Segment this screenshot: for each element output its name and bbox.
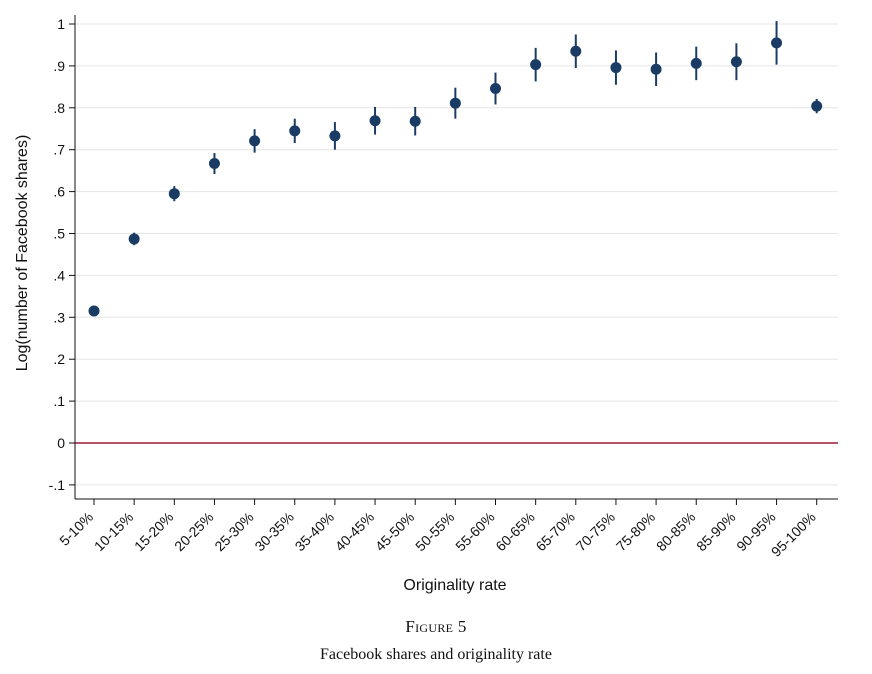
y-tick-label: .2 <box>53 351 65 367</box>
x-tick-label: 15-20% <box>131 509 176 554</box>
data-point <box>128 233 140 245</box>
data-point <box>490 83 501 95</box>
x-tick-label: 20-25% <box>171 509 216 554</box>
x-tick-label: 80-85% <box>653 509 698 554</box>
y-tick-label: .5 <box>53 226 65 242</box>
data-point <box>289 125 301 137</box>
x-tick-label: 50-55% <box>412 509 457 554</box>
data-point <box>610 62 622 74</box>
figure-label: Figure 5 <box>405 617 467 636</box>
data-point <box>771 37 783 49</box>
data-point <box>811 100 823 112</box>
y-tick-label: .1 <box>53 393 65 409</box>
data-point <box>690 57 702 69</box>
x-tick-label: 65-70% <box>532 509 577 554</box>
axes <box>69 15 838 505</box>
x-tick-label: 95-100% <box>768 509 819 560</box>
y-tick-label: .4 <box>53 267 65 283</box>
x-tick-label: 55-60% <box>452 509 497 554</box>
x-tick-label: 10-15% <box>91 509 136 554</box>
x-tick-label: 40-45% <box>332 509 377 554</box>
x-tick-label: 45-50% <box>372 509 417 554</box>
data-point <box>409 115 421 127</box>
data-points <box>88 21 823 317</box>
y-tick-label: -.1 <box>49 477 66 493</box>
gridlines <box>75 23 838 486</box>
data-point <box>650 63 662 75</box>
figure-caption: Facebook shares and originality rate <box>320 646 552 663</box>
x-tick-label: 25-30% <box>211 509 256 554</box>
data-point <box>88 305 100 317</box>
data-point <box>449 97 461 109</box>
y-tick-label: 0 <box>57 435 65 451</box>
chart: -.10.1.2.3.4.5.6.7.8.915-10%10-15%15-20%… <box>14 15 838 594</box>
x-tick-label: 70-75% <box>573 509 618 554</box>
tick-labels: -.10.1.2.3.4.5.6.7.8.915-10%10-15%15-20%… <box>49 16 819 560</box>
y-tick-label: .7 <box>53 142 65 158</box>
data-point <box>530 59 542 71</box>
y-tick-label: .3 <box>53 309 65 325</box>
y-axis-title: Log(number of Facebook shares) <box>14 135 31 372</box>
x-tick-label: 85-90% <box>693 509 738 554</box>
y-tick-label: .8 <box>53 100 65 116</box>
data-point <box>369 115 381 127</box>
data-point <box>168 188 180 200</box>
x-tick-label: 60-65% <box>492 509 537 554</box>
data-point <box>329 130 341 142</box>
x-tick-label: 30-35% <box>251 509 296 554</box>
data-point <box>570 45 582 57</box>
y-tick-label: .9 <box>53 58 65 74</box>
data-point <box>249 135 261 147</box>
x-tick-label: 75-80% <box>613 509 658 554</box>
data-point <box>208 158 220 170</box>
data-point <box>730 56 742 68</box>
x-tick-label: 35-40% <box>292 509 337 554</box>
x-axis-title: Originality rate <box>403 577 506 594</box>
y-tick-label: .6 <box>53 184 65 200</box>
y-tick-label: 1 <box>57 16 65 32</box>
